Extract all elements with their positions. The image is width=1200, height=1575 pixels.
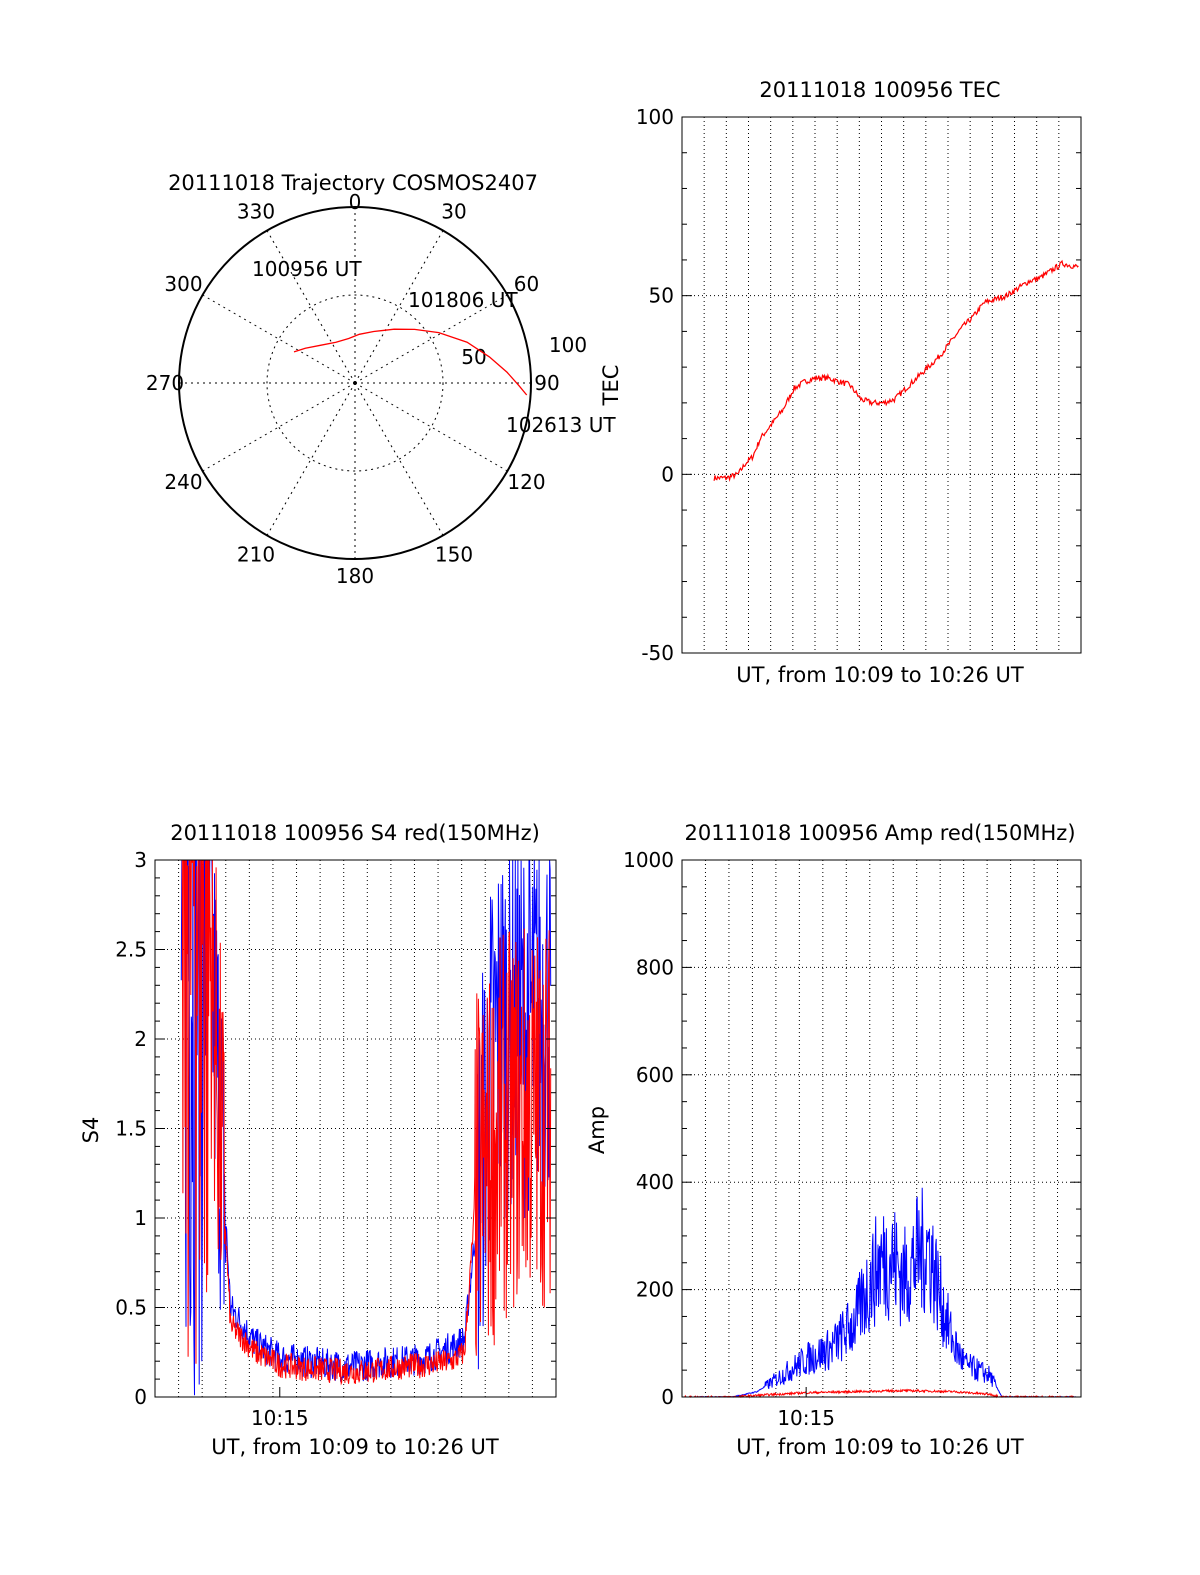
y-tick-label: 1.5 <box>115 1117 147 1141</box>
s4-x-tick-labels: 10:15 <box>251 1387 309 1430</box>
y-tick-label: 2.5 <box>115 938 147 962</box>
amp-xlabel: UT, from 10:09 to 10:26 UT <box>736 1435 1024 1459</box>
s4-minor-ticks <box>155 877 556 1398</box>
y-tick-label: 1 <box>134 1206 147 1230</box>
s4-series <box>180 859 552 1396</box>
s4-y-tick-labels: 0 0.5 1 1.5 2 2.5 3 <box>115 848 147 1409</box>
polar-azimuth-label: 60 <box>514 272 539 296</box>
amp-title: 20111018 100956 Amp red(150MHz) <box>684 821 1075 845</box>
y-tick-label: 400 <box>636 1170 674 1194</box>
polar-grid <box>179 207 531 559</box>
tec-title: 20111018 100956 TEC <box>759 78 1000 102</box>
polar-ring <box>266 294 444 472</box>
polar-azimuth-label: 330 <box>237 200 275 224</box>
polar-azimuth-label: 300 <box>164 272 202 296</box>
y-tick-label: 100 <box>636 105 674 129</box>
tec-y-tick-labels: -50 0 50 100 <box>636 105 674 665</box>
polar-azimuth-label: 90 <box>534 371 559 395</box>
polar-azimuth-label: 150 <box>435 542 473 566</box>
series-blue <box>683 1187 1076 1398</box>
trajectory-end-label: 102613 UT <box>506 413 616 437</box>
y-tick-label: 2 <box>134 1027 147 1051</box>
series-blue <box>180 859 552 1396</box>
y-tick-label: 50 <box>649 284 674 308</box>
amp-panel: 20111018 100956 Amp red(150MHz) 0 200 400 6… <box>585 821 1082 1459</box>
polar-azimuth-label: 120 <box>507 470 545 494</box>
polar-azimuth-label: 180 <box>336 564 374 588</box>
polar-spoke <box>202 294 356 384</box>
trajectory-title: 20111018 Trajectory COSMOS2407 <box>168 171 538 195</box>
polar-azimuth-labels: 0 30 60 90 120 150 180 210 240 270 300 330 <box>146 190 560 588</box>
tec-xlabel: UT, from 10:09 to 10:26 UT <box>736 663 1024 687</box>
y-tick-label: 200 <box>636 1278 674 1302</box>
y-tick-label: 3 <box>134 848 147 872</box>
s4-panel: 20111018 100956 S4 red(150MHz) 0 0.5 1 1.5 2… <box>79 821 557 1459</box>
tec-plot-frame <box>681 116 1082 654</box>
x-tick-label: 10:15 <box>777 1406 835 1430</box>
polar-azimuth-label: 30 <box>441 200 466 224</box>
x-tick-label: 10:15 <box>251 1406 309 1430</box>
amp-ylabel: Amp <box>585 1106 609 1154</box>
amp-series <box>683 1187 1076 1399</box>
y-tick-label: 0.5 <box>115 1296 147 1320</box>
series-red <box>181 859 552 1386</box>
y-tick-label: 600 <box>636 1063 674 1087</box>
polar-spoke <box>354 382 508 472</box>
y-tick-label: -50 <box>641 641 674 665</box>
tec-ylabel: TEC <box>599 365 623 407</box>
s4-title: 20111018 100956 S4 red(150MHz) <box>170 821 540 845</box>
amp-grid <box>682 860 1081 1397</box>
polar-spoke <box>266 382 356 536</box>
trajectory-start-label: 100956 UT <box>252 257 362 281</box>
trajectory-line <box>293 328 528 396</box>
polar-radius-label-100: 100 <box>549 333 587 357</box>
polar-radius-label-50: 50 <box>461 345 486 369</box>
polar-azimuth-label: 270 <box>146 371 184 395</box>
tec-series <box>713 259 1079 482</box>
series-red <box>683 1388 1076 1399</box>
s4-ylabel: S4 <box>79 1117 103 1144</box>
y-tick-label: 0 <box>134 1385 147 1409</box>
y-tick-label: 0 <box>661 462 674 486</box>
polar-azimuth-label: 210 <box>237 542 275 566</box>
polar-outer-ring <box>178 206 532 560</box>
amp-x-tick-labels: 10:15 <box>777 1387 835 1430</box>
tec-grid <box>682 117 1081 653</box>
amp-plot-frame <box>681 859 1082 1398</box>
y-tick-label: 800 <box>636 955 674 979</box>
y-tick-label: 1000 <box>623 848 674 872</box>
polar-azimuth-label: 240 <box>164 470 202 494</box>
y-tick-label: 0 <box>661 1385 674 1409</box>
amp-y-tick-labels: 0 200 400 600 800 1000 <box>623 848 674 1409</box>
trajectory-mid-label: 101806 UT <box>408 288 518 312</box>
trajectory-panel: 20111018 Trajectory COSMOS2407 0 30 60 90 12… <box>146 171 616 588</box>
amp-minor-ticks <box>682 886 1081 1398</box>
polar-azimuth-label: 0 <box>349 190 362 214</box>
tec-panel: 20111018 100956 TEC -50 0 50 100 TEC UT, fr… <box>599 78 1082 687</box>
s4-xlabel: UT, from 10:09 to 10:26 UT <box>211 1435 499 1459</box>
series-red <box>713 259 1079 482</box>
